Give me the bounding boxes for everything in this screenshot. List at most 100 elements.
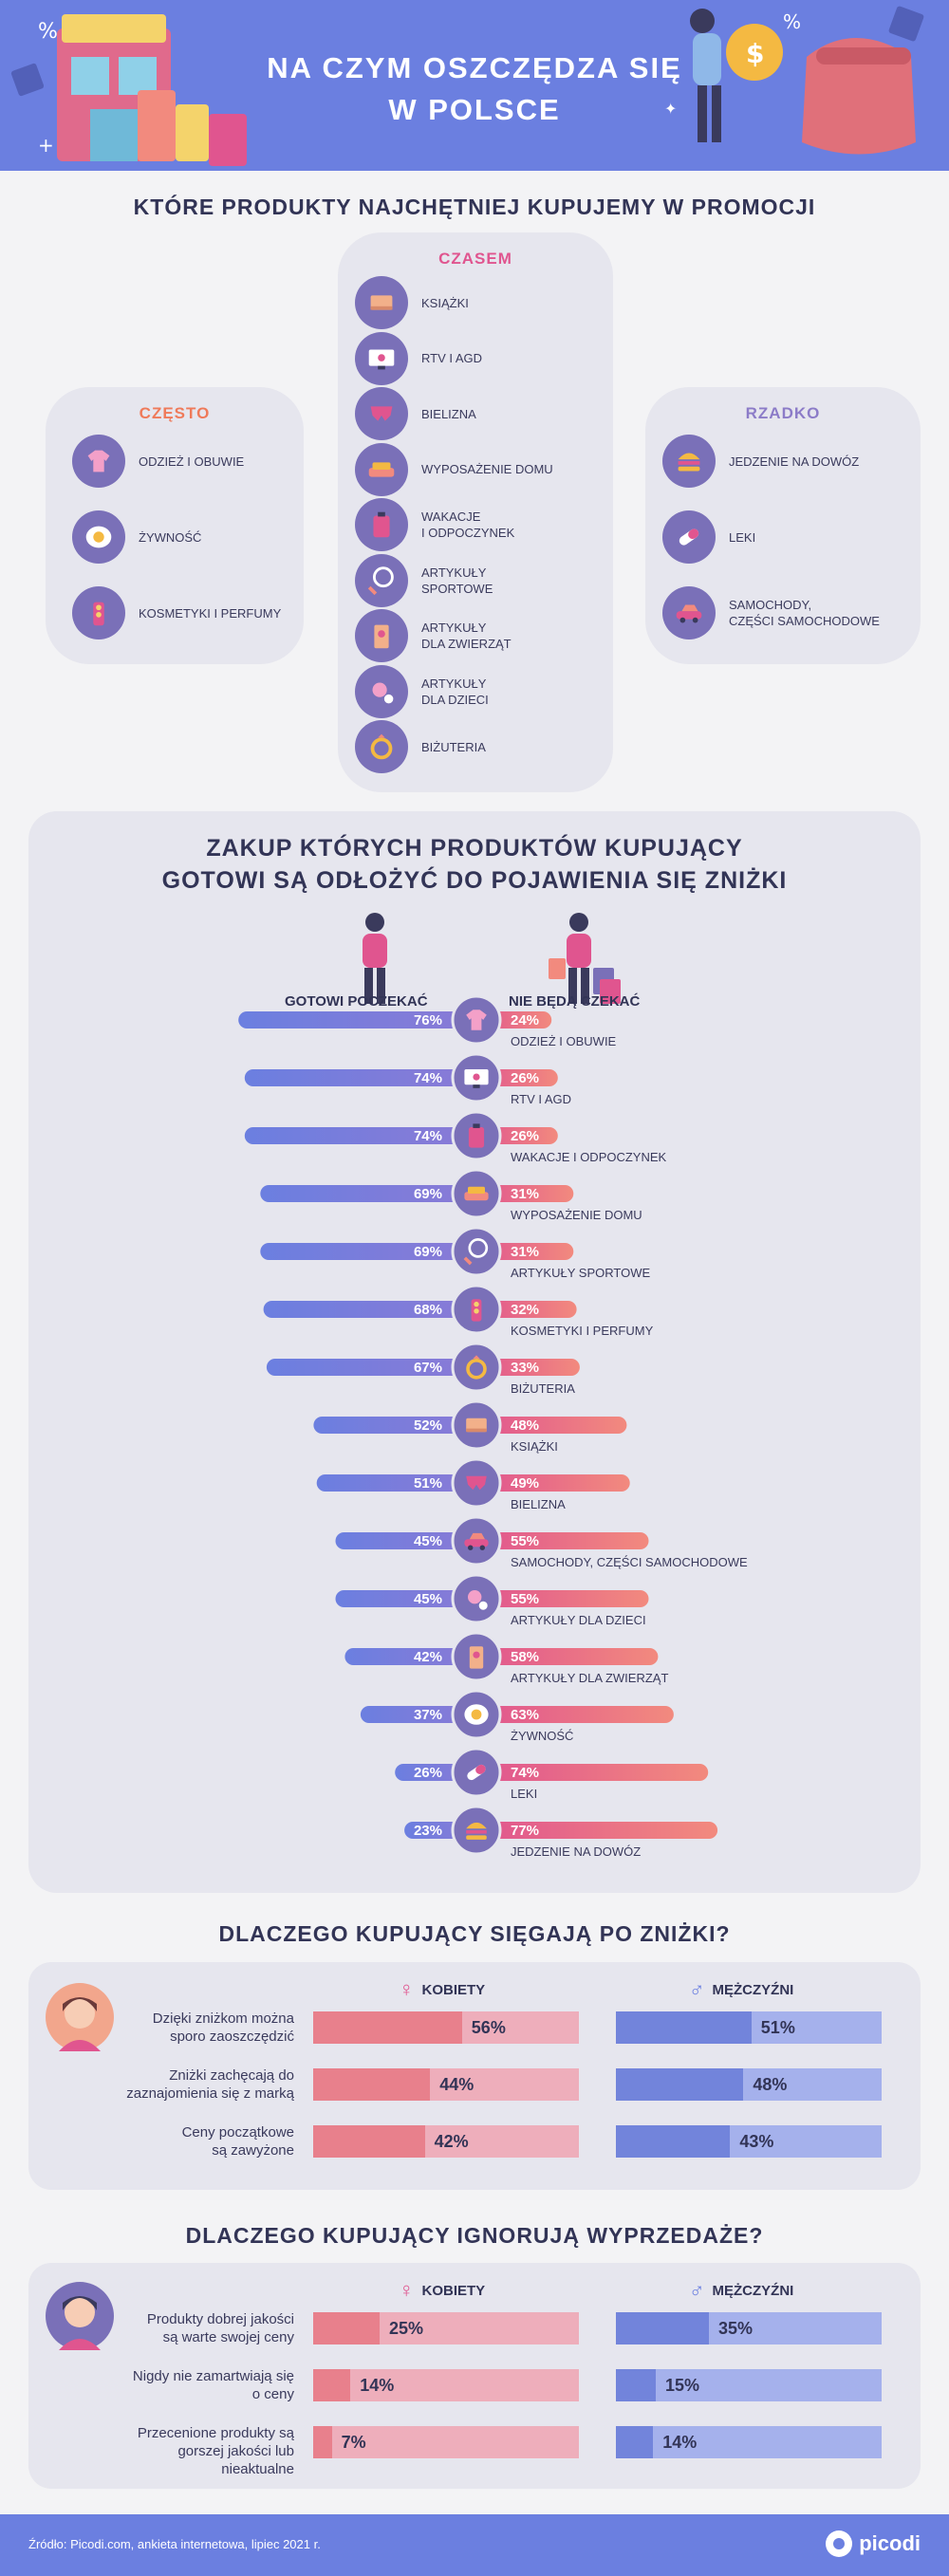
women-value: 25% [389,2319,424,2338]
bar-no-wait [476,1417,627,1434]
chart-row: 26% 74% LEKI [395,1747,709,1801]
women-bar: 14% [313,2369,579,2401]
freq-item: WAKACJE I ODPOCZYNEK [355,498,514,551]
category-label: WAKACJE I ODPOCZYNEK [511,1150,667,1164]
panel-czasem-heading: CZASEM [438,250,512,268]
chart-row: 69% 31% WYPOSAŻENIE DOMU [260,1168,642,1222]
freq-item: LEKI [662,510,755,564]
burger-icon [662,435,716,488]
value-label-wait: 69% [414,1186,442,1202]
men-bar-fill [616,2426,654,2458]
freq-item-label: ARTYKUŁY DLA DZIECI [421,676,489,707]
sofa-icon [464,1186,489,1201]
bar-no-wait [476,1474,630,1492]
egg-icon [464,1704,489,1725]
bar-wait [360,1706,476,1723]
bar-no-wait [476,1764,709,1781]
women-value: 56% [471,2018,506,2037]
value-label-wait: 74% [414,1128,442,1144]
women-header: ♀ KOBIETY [399,1977,485,2002]
chart-row: 37% 63% ŻYWNOŚĆ [360,1689,674,1743]
category-label: LEKI [511,1787,537,1801]
women-bar: 25% [313,2312,579,2344]
value-label-no-wait: 49% [511,1475,539,1492]
category-label: ODZIEŻ I OBUWIE [511,1034,617,1048]
value-label-wait: 51% [414,1475,442,1492]
svg-text:+: + [38,134,54,157]
pill-icon [662,510,716,564]
women-label: KOBIETY [421,1981,486,1998]
burger-icon [466,1822,487,1840]
chart-row: 74% 26% WAKACJE I ODPOCZYNEK [244,1110,667,1164]
clothes-icon [72,435,125,488]
freq-item-label: BIELIZNA [421,406,476,421]
value-label-no-wait: 33% [511,1360,539,1376]
men-bar: 51% [616,2011,882,2044]
title-line-2: W POLSCE [388,93,561,126]
right-series-label: NIE BĘDĄ CZEKAĆ [509,993,641,1010]
value-label-wait: 68% [414,1302,442,1318]
cosmetics-icon [471,1299,482,1322]
bar-no-wait [476,1706,674,1723]
bar-no-wait [476,1822,718,1839]
female-icon: ♀ [399,1977,415,2001]
freq-item: KOSMETYKI I PERFUMY [72,586,281,639]
reason-label: Zniżki zachęcają do zaznajomienia się z … [126,2067,294,2102]
men-bar: 43% [616,2125,882,2158]
panel-czasem: CZASEM KSIĄŻKI RTV I AGD BIELIZNA WYPOSAŻEN… [338,232,613,792]
men-bar-fill [616,2125,731,2158]
value-label-wait: 69% [414,1244,442,1260]
women-header-2: ♀ KOBIETY [399,2278,485,2303]
value-label-no-wait: 24% [511,1012,539,1029]
underwear-icon [466,1475,487,1491]
source-note: Źródło: Picodi.com, ankieta internetowa,… [28,2537,321,2551]
page-title: NA CZYM OSZCZĘDZA SIĘ W POLSCE [237,47,712,131]
chart-title: ZAKUP KTÓRYCH PRODUKTÓW KUPUJĄCY GOTOWI … [28,832,921,897]
egg-icon [72,510,125,564]
freq-item: RTV I AGD [355,331,483,385]
freq-item: ODZIEŻ I OBUWIE [72,435,244,488]
chart-title-line-2: GOTOWI SĄ ODŁOŻYĆ DO POJAWIENIA SIĘ ZNIŻ… [161,867,788,894]
value-label-no-wait: 31% [511,1244,539,1260]
ring-icon [355,720,408,773]
freq-item-label: ARTYKUŁY DLA ZWIERZĄT [421,621,512,651]
men-bar-fill [616,2369,656,2401]
reason-label: Dzięki zniżkom można sporo zaoszczędzić [152,2011,294,2045]
picodi-logo[interactable]: picodi [825,2530,921,2558]
value-label-wait: 26% [414,1765,442,1781]
women-bar: 56% [313,2011,579,2044]
women-bar-fill [313,2426,332,2458]
value-label-wait: 42% [414,1649,442,1665]
pet-food-icon [355,609,408,662]
chart-row: 69% 31% ARTYKUŁY SPORTOWE [260,1226,650,1280]
bar-wait [260,1243,476,1260]
women-bar-fill [313,2125,425,2158]
freq-item: SAMOCHODY, CZĘŚCI SAMOCHODOWE [662,586,880,639]
suitcase-icon [468,1123,485,1148]
freq-item-label: KOSMETYKI I PERFUMY [139,605,282,621]
freq-item: ARTYKUŁY SPORTOWE [355,553,493,607]
reason-label: Nigdy nie zamartwiają się o ceny [132,2368,294,2402]
freq-item-label: RTV I AGD [421,351,483,365]
women-bar: 42% [313,2125,579,2158]
men-value: 35% [718,2319,754,2338]
bar-wait [244,1127,476,1144]
value-label-wait: 74% [414,1070,442,1086]
value-label-no-wait: 26% [511,1070,539,1086]
category-label: ARTYKUŁY DLA ZWIERZĄT [511,1671,668,1685]
bar-wait [266,1359,476,1376]
women-value: 14% [360,2376,395,2395]
bar-no-wait [476,1532,649,1549]
reason-label: Przecenione produkty są gorszej jakości … [137,2425,294,2477]
bar-wait [344,1648,476,1665]
category-label: BIELIZNA [511,1497,566,1511]
reasons-ignore-panel: ♀ KOBIETY ♂ MĘŻCZYŹNI Produkty dobrej ja… [28,2263,921,2489]
freq-item: ARTYKUŁY DLA ZWIERZĄT [355,609,512,662]
bar-wait [335,1532,476,1549]
sofa-icon [355,442,408,496]
shopping-person-icon [549,913,621,1004]
chart-title-line-1: ZAKUP KTÓRYCH PRODUKTÓW KUPUJĄCY [206,835,743,862]
book-icon [466,1418,487,1433]
women-bar: 44% [313,2068,579,2101]
men-value: 15% [665,2376,700,2395]
